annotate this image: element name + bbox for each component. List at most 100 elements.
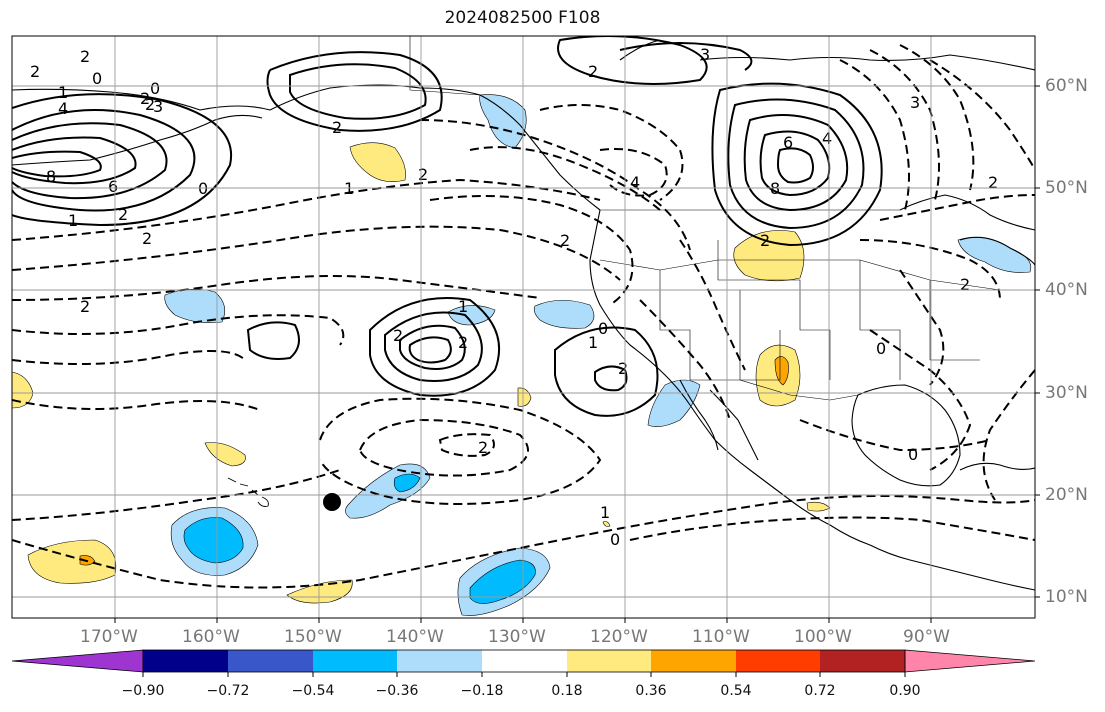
shade-neg (345, 463, 431, 519)
contour-label: 2 (418, 165, 428, 184)
colorbar-frame (142, 649, 906, 673)
colorbar-extend-left (11, 649, 144, 673)
contour-labels: 2 0 2 1 0 2 2 4 3 8 6 0 1 2 2 2 1 2 3 2 … (30, 45, 998, 549)
contour-label: 1 (588, 333, 598, 352)
lon-label: 120°W (590, 627, 648, 647)
shade-neg (164, 288, 226, 323)
contour-label: 0 (92, 69, 102, 88)
contour-label: 8 (46, 167, 56, 186)
contour-label: 2 (988, 173, 998, 192)
great-lakes (959, 236, 1035, 266)
colorbar-tick-label: −0.54 (291, 683, 335, 699)
lat-label: 60°N (1045, 76, 1088, 96)
contour-label: 0 (908, 445, 918, 464)
shade-pos (517, 387, 532, 407)
contour-label: 0 (150, 79, 160, 98)
shaded-regions (12, 94, 1032, 616)
gulf-of-mexico-coast (851, 384, 1035, 487)
lon-label: 140°W (386, 627, 444, 647)
contour-label: 1 (600, 503, 610, 522)
axis-ticks (114, 85, 1040, 623)
contour-label: 0 (876, 339, 886, 358)
contour-label: 2 (760, 231, 770, 250)
baja-peninsula (679, 379, 759, 461)
contour-label: 2 (588, 62, 598, 81)
colorbar-tick-label: 0.72 (804, 683, 836, 699)
lat-label: 50°N (1045, 178, 1088, 198)
colorbar-tick-label: −0.72 (206, 683, 250, 699)
contour-label: 6 (108, 177, 118, 196)
contour-label: 2 (618, 359, 628, 378)
contour-label: 2 (80, 47, 90, 66)
contour-label: 4 (630, 173, 640, 192)
lat-label: 10°N (1045, 587, 1088, 607)
colorbar-segment (397, 650, 482, 672)
lon-label: 100°W (794, 627, 852, 647)
contour-label: 2 (458, 333, 468, 352)
contour-label: 0 (610, 530, 620, 549)
contour-label: 4 (822, 129, 832, 148)
shade-pos2 (774, 356, 789, 386)
contour-label: 4 (58, 99, 68, 118)
shade-pos (286, 579, 353, 604)
shade-pos (27, 539, 117, 584)
contour-label: 3 (910, 93, 920, 112)
contour-label: 2 (30, 62, 40, 81)
aleutians (12, 114, 263, 166)
shade-pos (349, 142, 406, 182)
shade-pos (204, 442, 246, 467)
colorbar-tick-label: 0.90 (889, 683, 921, 699)
shade-neg2 (469, 559, 536, 604)
contour-label: 2 (960, 275, 970, 294)
contour-label: 1 (344, 179, 354, 198)
storm-marker (323, 493, 341, 511)
contour-label: 2 (332, 118, 342, 137)
colorbar-segment (313, 650, 397, 672)
hudson-coast (899, 194, 1035, 231)
contour-label: 6 (783, 133, 793, 152)
shade-neg2 (393, 473, 421, 493)
contour-label: 0 (198, 179, 208, 198)
shade-neg (533, 299, 595, 329)
contour-label: 2 (393, 326, 403, 345)
contour-label: 1 (58, 83, 68, 102)
contour-label: 3 (700, 45, 710, 64)
contour-label: 2 (478, 438, 488, 457)
colorbar-segment (143, 650, 228, 672)
colorbar-tick-label: −0.36 (375, 683, 419, 699)
contour-label: 0 (598, 319, 608, 338)
contour-label: 3 (153, 97, 163, 116)
contours-negative (12, 44, 1035, 589)
shade-pos (733, 230, 805, 282)
lon-label: 110°W (692, 627, 750, 647)
contour-label: 2 (145, 95, 155, 114)
colorbar-segment (820, 650, 905, 672)
hawaii-islands (227, 477, 269, 507)
colorbar-tick-label: 0.54 (720, 683, 752, 699)
contour-label: 1 (458, 297, 468, 316)
shade-neg (647, 379, 701, 427)
shade-neg (479, 94, 527, 149)
colorbar-segment (228, 650, 313, 672)
lat-label: 40°N (1045, 280, 1088, 300)
colorbar-tick-label: 0.18 (551, 683, 583, 699)
canada-coast (619, 39, 1035, 71)
colorbar-segment (651, 650, 736, 672)
lon-label: 160°W (182, 627, 240, 647)
contour-label: 2 (140, 89, 150, 108)
contour-label: 2 (80, 297, 90, 316)
shade-pos (602, 521, 611, 527)
map-title: 2024082500 F108 (444, 8, 601, 28)
colorbar-tick-label: 0.36 (635, 683, 667, 699)
lon-label: 170°W (80, 627, 138, 647)
shade-neg (957, 237, 1032, 273)
lon-label: 130°W (488, 627, 546, 647)
colorbar-segment (567, 650, 651, 672)
contour-label: 2 (560, 231, 570, 250)
contour-label: 1 (68, 211, 78, 230)
contour-label: 2 (142, 229, 152, 248)
colorbar-tick-label: −0.18 (460, 683, 504, 699)
colorbar-segment (482, 650, 567, 672)
shade-pos (806, 501, 831, 512)
